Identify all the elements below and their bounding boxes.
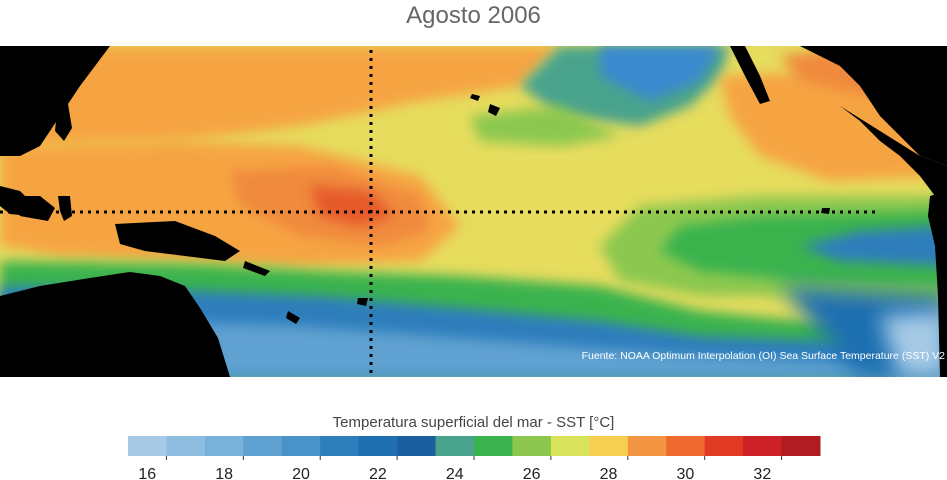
- colorbar-swatch: [128, 436, 167, 456]
- map-title: Agosto 2006: [406, 2, 541, 29]
- colorbar-tick-label: 22: [369, 466, 387, 480]
- colorbar-swatch: [743, 436, 783, 456]
- colorbar-tick-label: 26: [523, 466, 541, 480]
- baja-land: [730, 46, 770, 104]
- colorbar-swatch: [550, 436, 590, 456]
- hawaii-big-land: [488, 104, 500, 116]
- source-note: Fuente: NOAA Optimum Interpolation (OI) …: [581, 350, 945, 362]
- colorbar-swatch: [781, 436, 821, 456]
- sst-map: [0, 46, 947, 377]
- colorbar-tick-label: 28: [600, 466, 618, 480]
- colorbar-tick-label: 32: [753, 466, 771, 480]
- hawaii-land: [470, 94, 480, 101]
- reference-lines: [0, 50, 880, 377]
- colorbar-tick-label: 18: [215, 466, 233, 480]
- colorbar-swatch: [627, 436, 667, 456]
- asia-land: [0, 46, 110, 156]
- colorbar-swatch: [589, 436, 629, 456]
- colorbar-swatch: [397, 436, 437, 456]
- colorbar-swatch: [512, 436, 552, 456]
- colorbar-swatch: [281, 436, 321, 456]
- colorbar-swatch: [204, 436, 244, 456]
- colorbar-swatch: [166, 436, 206, 456]
- south-america-land: [928, 191, 947, 377]
- colorbar-title: Temperatura superficial del mar - SST [°…: [332, 414, 615, 431]
- solomon-land: [243, 261, 270, 276]
- colorbar-swatch: [435, 436, 475, 456]
- colorbar-tick-label: 30: [677, 466, 695, 480]
- colorbar-swatch: [320, 436, 360, 456]
- north-america-land: [712, 46, 947, 166]
- colorbar-tick-label: 24: [446, 466, 464, 480]
- borneo-land: [12, 196, 55, 221]
- new-guinea-land: [115, 221, 240, 261]
- sulawesi-land: [58, 196, 72, 221]
- philippines-land: [55, 101, 72, 141]
- colorbar-swatch: [358, 436, 398, 456]
- colorbar-swatch: [666, 436, 706, 456]
- fiji-land: [357, 298, 368, 306]
- colorbar-swatch: [243, 436, 283, 456]
- colorbar-swatch: [474, 436, 513, 456]
- colorbar: 16 18 20 22 24 26 28 30 32: [128, 436, 821, 480]
- australia-land: [0, 272, 230, 377]
- colorbar-tick-label: 20: [292, 466, 310, 480]
- land: [0, 46, 947, 377]
- japan-land: [62, 46, 95, 91]
- colorbar-tick-label: 16: [138, 466, 156, 480]
- new-caledonia-land: [286, 311, 300, 324]
- colorbar-swatch: [704, 436, 744, 456]
